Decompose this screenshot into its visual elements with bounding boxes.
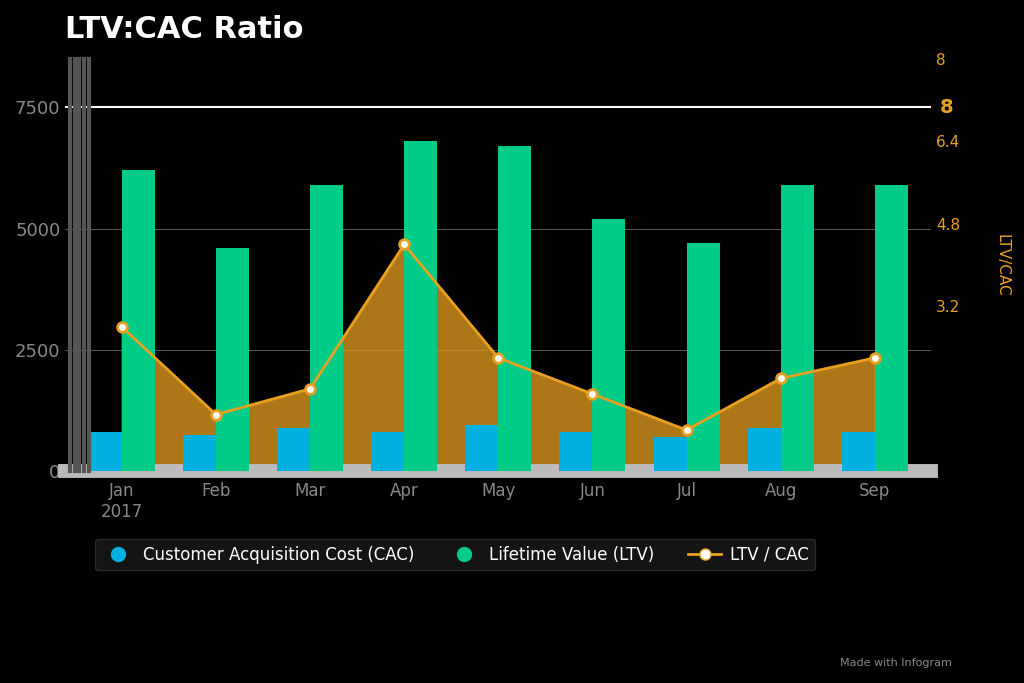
Bar [593, 219, 626, 471]
Bar [559, 432, 593, 471]
Text: Made with Infogram: Made with Infogram [840, 658, 951, 668]
Bar [89, 432, 122, 471]
Text: LTV:CAC Ratio: LTV:CAC Ratio [66, 15, 304, 44]
Bar [216, 248, 249, 471]
Bar [499, 146, 531, 471]
Bar [686, 243, 720, 471]
Y-axis label: LTV/CAC: LTV/CAC [994, 234, 1009, 296]
Bar [310, 185, 343, 471]
Bar [748, 428, 780, 471]
Bar [465, 426, 499, 471]
Bar [404, 141, 437, 471]
Bar [183, 435, 216, 471]
Bar [780, 185, 814, 471]
Bar [874, 185, 907, 471]
Legend: Customer Acquisition Cost (CAC), Lifetime Value (LTV), LTV / CAC: Customer Acquisition Cost (CAC), Lifetim… [95, 539, 815, 570]
Bar [842, 432, 874, 471]
Bar [653, 437, 686, 471]
Bar [122, 171, 155, 471]
Text: 8: 8 [940, 98, 953, 117]
Bar [278, 428, 310, 471]
Bar [372, 432, 404, 471]
